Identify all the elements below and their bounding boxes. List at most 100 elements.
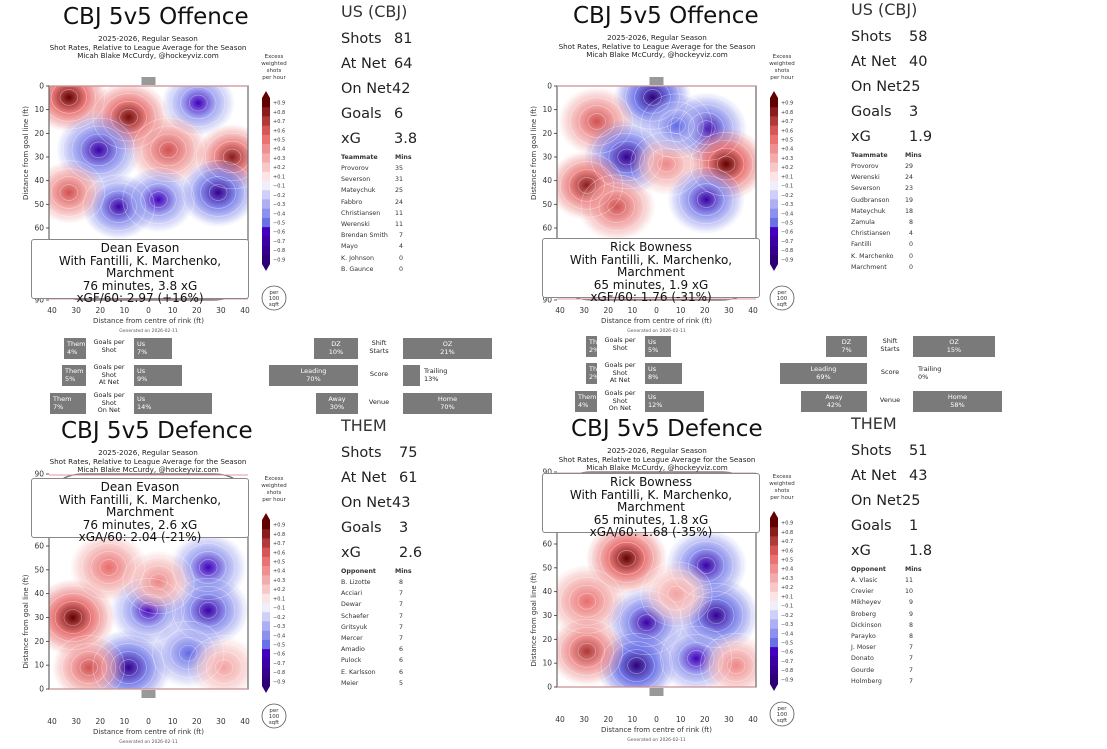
colorbar-bottom-arrow [770,264,778,271]
stat-row: On Net 43 [341,495,461,520]
y-tick-label: 10 [542,105,552,114]
y-tick-label: 90 [542,468,552,477]
stat-value: 25 [902,79,921,95]
contour-line [557,618,623,684]
colorbar-label: −0.7 [781,659,793,665]
contour-line [688,183,725,216]
x-tick-label: 10 [628,715,638,724]
contour-line [139,602,158,619]
colorbar-label: −0.5 [273,221,285,227]
colorbar-segment [262,630,270,641]
contour-line [619,598,674,647]
contour-line [132,117,205,183]
colorbar-label: −0.2 [781,613,793,619]
colorbar-segment [262,181,270,191]
x-tick-label: 40 [748,306,758,315]
contour-line [679,175,734,224]
them-bar-goals_shot: Them 2% [586,336,607,357]
teammate-row: Christiansen 4 [851,230,913,238]
x-tick-label: 30 [579,715,589,724]
colorbar-label: +0.4 [781,147,793,153]
contour-line [600,633,673,687]
colorbar-title: per hour [770,75,794,81]
label-goals_atnet: Goals per Shot At Net [604,361,636,384]
stat-row: At Net 40 [851,54,971,79]
contour-line [618,649,655,682]
panel-title-defence-1: CBJ 5v5 Defence [61,418,253,444]
contour-line [180,86,217,120]
heat-blob [667,164,746,235]
colorbar-label: +0.7 [781,119,793,125]
colorbar-segment [262,153,270,163]
colorbar-segment [262,520,270,530]
stat-row: Shots 75 [341,445,461,470]
colorbar-segment [770,171,778,182]
y-tick-label: 0 [547,683,552,692]
stat-label: At Net [851,54,897,70]
contour-line [92,635,165,689]
colorbar-label: +0.2 [273,587,285,593]
x-tick-label: 40 [240,306,250,315]
teammate-row: Amadio 6 [341,646,403,654]
colorbar-label: −0.3 [273,624,285,630]
stat-label: xG [851,129,871,145]
colorbar-label: +0.3 [781,576,793,582]
colorbar-label: −0.2 [273,615,285,621]
contour-line [222,148,242,166]
teammate-row: Gritsyuk 7 [341,623,403,631]
stats-header: US (CBJ) [851,0,918,19]
colorbar-segment [770,107,778,117]
heat-blob [123,550,194,614]
contour-line [559,576,614,626]
panel-subtitle-d2: 2025-2026, Regular Season Shot Rates, Re… [558,446,756,472]
colorbar-segment [770,637,778,648]
colorbar-segment [770,199,778,209]
colorbar-label: −0.1 [273,184,285,190]
teammate-row: Christiansen 11 [341,209,403,217]
colorbar-segment [770,665,778,676]
contour-line [717,649,755,682]
colorbar-label: +0.5 [273,560,285,566]
x-tick-label: 30 [216,306,226,315]
unit-circle [769,285,795,311]
stat-value: 6 [394,106,404,122]
colorbar-label: +0.4 [273,569,285,575]
colorbar-title: weighted [261,61,286,67]
info-box-d1: Dean Evason With Fantilli, K. Marchenko,… [31,478,249,543]
label-goals_onnet: Goals per Shot On Net [93,391,125,414]
them-bar-goals_onnet: Them 4% [575,391,597,412]
contour-line [670,96,743,161]
colorbar-title: Excess [773,474,792,480]
colorbar-label: +0.6 [781,128,793,134]
colorbar-segment [262,134,270,145]
stat-row: Goals 6 [341,106,461,131]
heat-blob [189,636,248,689]
colorbar-top-arrow [262,91,270,98]
y-tick-label: 10 [34,661,44,670]
contour-line [149,573,168,591]
heat-blob [639,560,714,628]
contour-line [669,634,724,683]
teammate-row: Pulock 6 [341,657,403,665]
contour-line [609,641,664,687]
colorbar-segment [262,667,270,678]
colorbar-segment [770,591,778,602]
contour-line [607,198,626,215]
stat-row: Shots 81 [341,31,461,56]
colorbar-label: +0.9 [273,523,285,529]
colorbar-label: −0.6 [273,230,285,236]
y-axis-label: Distance from goal line (ft) [530,572,538,666]
contour-line [214,659,234,676]
contour-line [49,86,96,122]
contour-line [62,117,135,183]
x-axis-label: Distance from centre of rink (ft) [93,728,204,736]
colorbar-label: −0.3 [273,202,285,208]
contour-line [670,167,743,232]
x-tick-label: 30 [724,715,734,724]
stats-us-1: US (CBJ) Shots 81 At Net 64 On Net 42 Goals 6 xG 3… [341,2,461,277]
contour-line [99,559,118,576]
stat-row: xG 1.8 [851,543,971,568]
teammate-row: Zamula 8 [851,218,913,226]
colorbar-title: shots [267,490,282,496]
y-tick-label: 30 [542,153,552,162]
